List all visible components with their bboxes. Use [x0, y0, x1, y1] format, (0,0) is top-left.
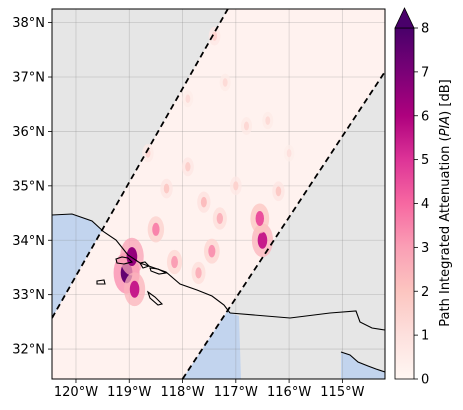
island-santa-cruz: [115, 256, 134, 265]
x-axis-ticks: 120°W 119°W 118°W 117°W 116°W 115°W: [54, 379, 365, 400]
x-tick-label: 115°W: [320, 385, 364, 400]
us-mexico-border: [229, 310, 385, 331]
colorbar-label-italic: PIA: [438, 116, 453, 137]
colorbar-tick-label: 4: [421, 197, 429, 212]
colorbar-body: [394, 27, 415, 380]
colorbar-tick-label: 6: [421, 109, 429, 124]
pia-feature: [200, 196, 207, 208]
pia-feature: [129, 280, 140, 298]
pia-feature: [163, 183, 170, 194]
pia-feature: [185, 94, 191, 104]
pia-feature: [222, 78, 228, 87]
x-tick-label: 116°W: [267, 385, 311, 400]
colorbar-tick-label: 5: [421, 153, 429, 168]
pia-feature: [265, 116, 271, 125]
colorbar-extend-max: [394, 7, 415, 29]
x-tick-label: 118°W: [160, 385, 204, 400]
island-san-nicolas: [96, 279, 106, 285]
y-tick-label: 32°N: [12, 343, 45, 358]
island-santa-rosa: [139, 261, 151, 269]
pia-feature: [208, 244, 216, 258]
pia-feature: [233, 181, 239, 191]
pia-feature: [216, 212, 223, 225]
y-tick-label: 34°N: [12, 234, 45, 249]
colorbar-label-suffix: ) [dB]: [438, 79, 453, 116]
gulf-of-california-coast: [340, 351, 385, 373]
colorbar-label-prefix: Path Integrated Attenuation (: [438, 136, 453, 326]
island-san-clemente: [146, 290, 164, 306]
x-tick-label: 119°W: [107, 385, 151, 400]
gridlines: [52, 9, 385, 379]
pia-feature: [185, 162, 191, 172]
swath-edges: [52, 9, 385, 379]
colorbar: 0 1 2 3 4 5 6 7 8 Path Integrated Attenuation (P…: [394, 7, 453, 388]
pia-feature: [126, 247, 138, 267]
pia-feature: [171, 255, 178, 269]
pia-feature: [195, 267, 202, 279]
colorbar-tick-label: 7: [421, 65, 429, 80]
y-tick-label: 38°N: [12, 16, 45, 31]
pia-feature: [211, 31, 218, 41]
colorbar-tick-label: 3: [421, 241, 429, 256]
pia-feature: [243, 121, 249, 131]
coastline: [52, 213, 231, 314]
y-tick-label: 33°N: [12, 288, 45, 303]
pia-feature: [275, 186, 282, 197]
colorbar-ticks: 0 1 2 3 4 5 6 7 8: [414, 22, 429, 388]
pia-features: [113, 26, 295, 307]
coastlines-and-borders: [52, 213, 385, 373]
pia-feature: [286, 149, 292, 158]
x-tick-label: 120°W: [54, 385, 98, 400]
map-frame: [51, 8, 386, 380]
y-tick-label: 35°N: [12, 179, 45, 194]
pia-feature: [255, 210, 265, 227]
y-axis-ticks: 32°N 33°N 34°N 35°N 36°N 37°N 38°N: [12, 16, 52, 358]
colorbar-tick-label: 1: [421, 329, 429, 344]
map-panel: [52, 9, 385, 379]
island-santa-catalina: [149, 267, 168, 275]
y-tick-label: 36°N: [12, 125, 45, 140]
colorbar-tick-label: 2: [421, 285, 429, 300]
pia-feature: [257, 231, 268, 249]
colorbar-tick-label: 0: [421, 373, 429, 388]
swath-edge-east: [181, 71, 385, 379]
x-tick-label: 117°W: [214, 385, 258, 400]
colorbar-tick-label: 8: [421, 22, 429, 37]
colorbar-label: Path Integrated Attenuation (PIA) [dB]: [438, 79, 453, 326]
pia-feature: [152, 222, 160, 236]
y-tick-label: 37°N: [12, 71, 45, 86]
